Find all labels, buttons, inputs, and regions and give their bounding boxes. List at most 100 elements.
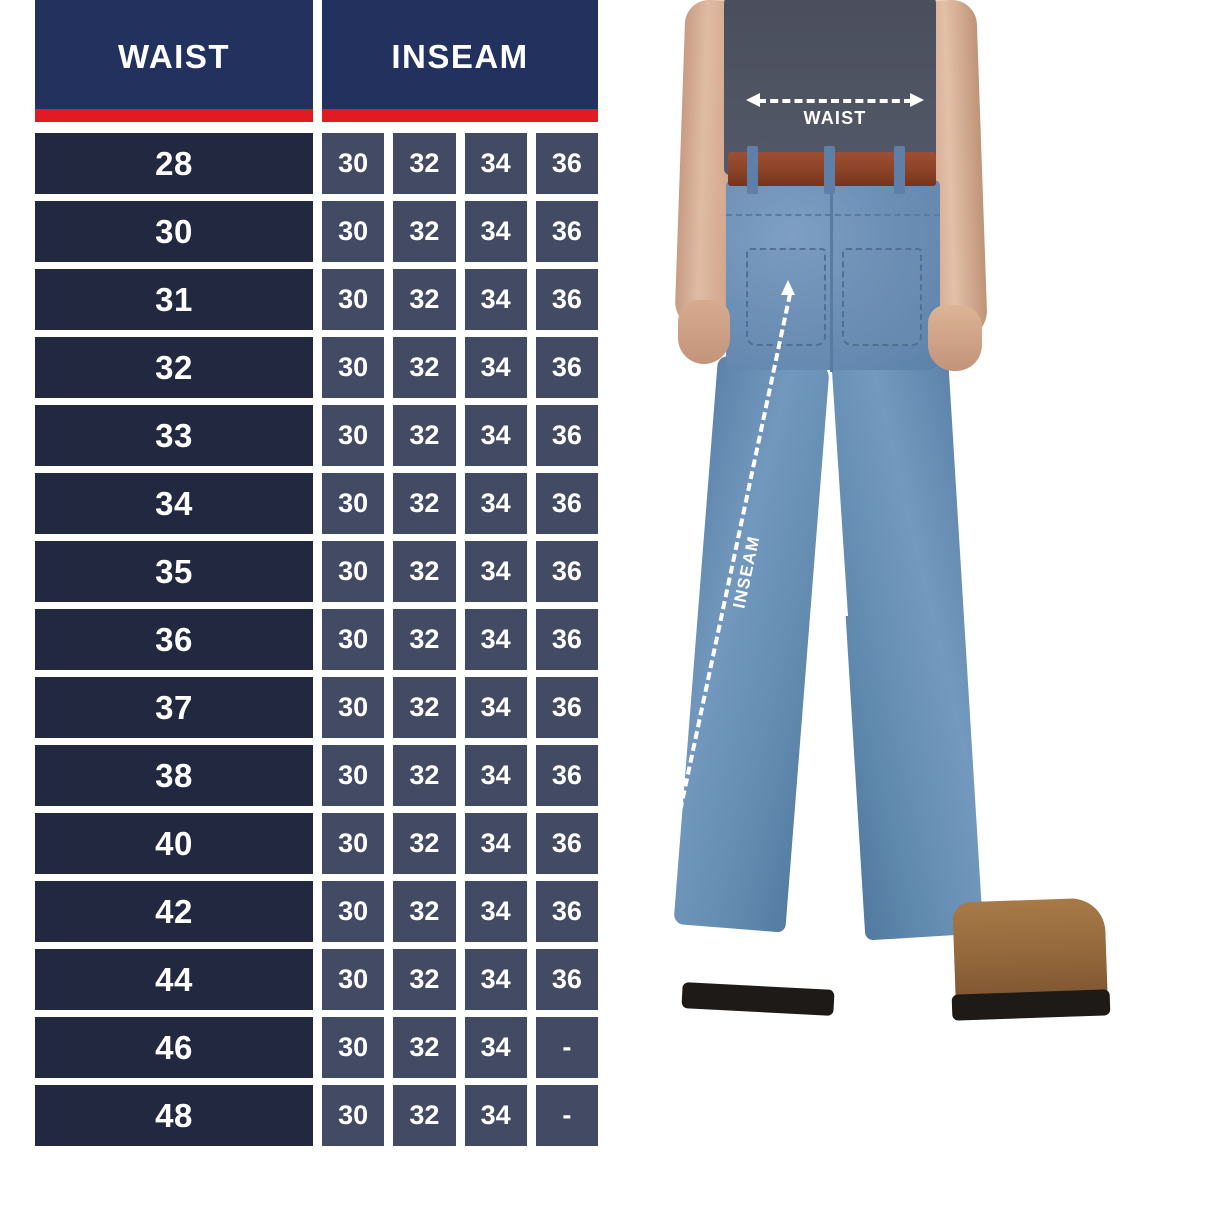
waist-measurement-annotation: WAIST	[746, 90, 924, 136]
inseam-cell: 30	[322, 541, 385, 602]
inseam-value: 34	[480, 896, 511, 926]
waist-cell: 48	[35, 1085, 313, 1146]
inseam-value: 36	[551, 352, 582, 382]
inseam-cell: 32	[393, 473, 456, 534]
inseam-cell-group: 30 32 34 36	[322, 473, 598, 534]
table-row: 33 30 32 34 36	[35, 405, 598, 466]
inseam-cell: 36	[535, 473, 598, 534]
inseam-cell: 36	[535, 541, 598, 602]
table-row: 37 30 32 34 36	[35, 677, 598, 738]
model-right-hand	[928, 305, 982, 371]
inseam-value: 32	[409, 624, 440, 654]
inseam-cell: 32	[393, 745, 456, 806]
inseam-value: 36	[551, 964, 582, 994]
table-row: 31 30 32 34 36	[35, 269, 598, 330]
inseam-cell: 34	[464, 133, 527, 194]
header-accent-bar-inseam	[322, 109, 598, 122]
inseam-cell: 32	[393, 541, 456, 602]
inseam-value: 30	[338, 1032, 369, 1062]
inseam-cell: 30	[322, 745, 385, 806]
inseam-cell-group: 30 32 34 36	[322, 337, 598, 398]
inseam-value: 32	[409, 964, 440, 994]
inseam-cell: 32	[393, 337, 456, 398]
inseam-cell: 30	[322, 405, 385, 466]
table-row: 30 30 32 34 36	[35, 201, 598, 262]
inseam-cell-group: 30 32 34 36	[322, 133, 598, 194]
inseam-value: 34	[480, 488, 511, 518]
waist-cell: 33	[35, 405, 313, 466]
inseam-value: 30	[338, 1100, 369, 1130]
inseam-cell: 36	[535, 337, 598, 398]
waist-value: 40	[155, 825, 193, 862]
inseam-value: 30	[338, 692, 369, 722]
inseam-value: 30	[338, 284, 369, 314]
inseam-cell: 30	[322, 609, 385, 670]
table-row: 44 30 32 34 36	[35, 949, 598, 1010]
waist-value: 28	[155, 145, 193, 182]
waist-value: 30	[155, 213, 193, 250]
inseam-cell: 32	[393, 881, 456, 942]
table-header: WAIST INSEAM	[35, 0, 598, 122]
inseam-cell: 30	[322, 949, 385, 1010]
inseam-value: 32	[409, 1032, 440, 1062]
inseam-cell: 30	[322, 1017, 385, 1078]
jeans-back-pocket-left	[746, 248, 826, 346]
waist-cell: 44	[35, 949, 313, 1010]
table-row: 38 30 32 34 36	[35, 745, 598, 806]
inseam-value: -	[562, 1100, 572, 1130]
inseam-value: 36	[551, 148, 582, 178]
inseam-value: 36	[551, 624, 582, 654]
jeans-seat	[726, 180, 940, 370]
inseam-value: 32	[409, 760, 440, 790]
table-row: 34 30 32 34 36	[35, 473, 598, 534]
waist-cell: 36	[35, 609, 313, 670]
inseam-value: 32	[409, 420, 440, 450]
waist-value: 31	[155, 281, 193, 318]
inseam-cell: 32	[393, 133, 456, 194]
inseam-value: 34	[480, 624, 511, 654]
waist-value: 38	[155, 757, 193, 794]
inseam-cell: 36	[535, 269, 598, 330]
waist-value: 48	[155, 1097, 193, 1134]
inseam-cell: 30	[322, 813, 385, 874]
inseam-value: 30	[338, 352, 369, 382]
waist-dashed-line	[758, 99, 912, 103]
inseam-cell-group: 30 32 34 36	[322, 609, 598, 670]
inseam-value: 30	[338, 964, 369, 994]
waist-cell: 32	[35, 337, 313, 398]
inseam-value: 34	[480, 216, 511, 246]
waist-value: 34	[155, 485, 193, 522]
waist-value: 32	[155, 349, 193, 386]
waist-cell: 31	[35, 269, 313, 330]
inseam-cell: 36	[535, 609, 598, 670]
waist-cell: 28	[35, 133, 313, 194]
inseam-cell-group: 30 32 34 36	[322, 405, 598, 466]
column-header-waist: WAIST	[35, 0, 313, 122]
waist-value: 46	[155, 1029, 193, 1066]
belt-loop	[747, 146, 758, 194]
inseam-value: 34	[480, 420, 511, 450]
inseam-value: -	[562, 1032, 572, 1062]
arrow-up-icon	[781, 280, 795, 295]
inseam-cell-group: 30 32 34 -	[322, 1085, 598, 1146]
waist-cell: 35	[35, 541, 313, 602]
waist-cell: 46	[35, 1017, 313, 1078]
inseam-cell: 34	[464, 269, 527, 330]
inseam-cell-group: 30 32 34 36	[322, 201, 598, 262]
table-row: 46 30 32 34 -	[35, 1017, 598, 1078]
table-row: 48 30 32 34 -	[35, 1085, 598, 1146]
inseam-cell: -	[535, 1085, 598, 1146]
table-row: 40 30 32 34 36	[35, 813, 598, 874]
inseam-value: 36	[551, 216, 582, 246]
inseam-value: 30	[338, 556, 369, 586]
inseam-cell: 30	[322, 473, 385, 534]
inseam-value: 34	[480, 1032, 511, 1062]
waist-cell: 38	[35, 745, 313, 806]
inseam-value: 32	[409, 488, 440, 518]
inseam-cell-group: 30 32 34 36	[322, 677, 598, 738]
inseam-cell: 34	[464, 337, 527, 398]
inseam-cell: 36	[535, 949, 598, 1010]
inseam-cell: 36	[535, 677, 598, 738]
inseam-cell-group: 30 32 34 -	[322, 1017, 598, 1078]
